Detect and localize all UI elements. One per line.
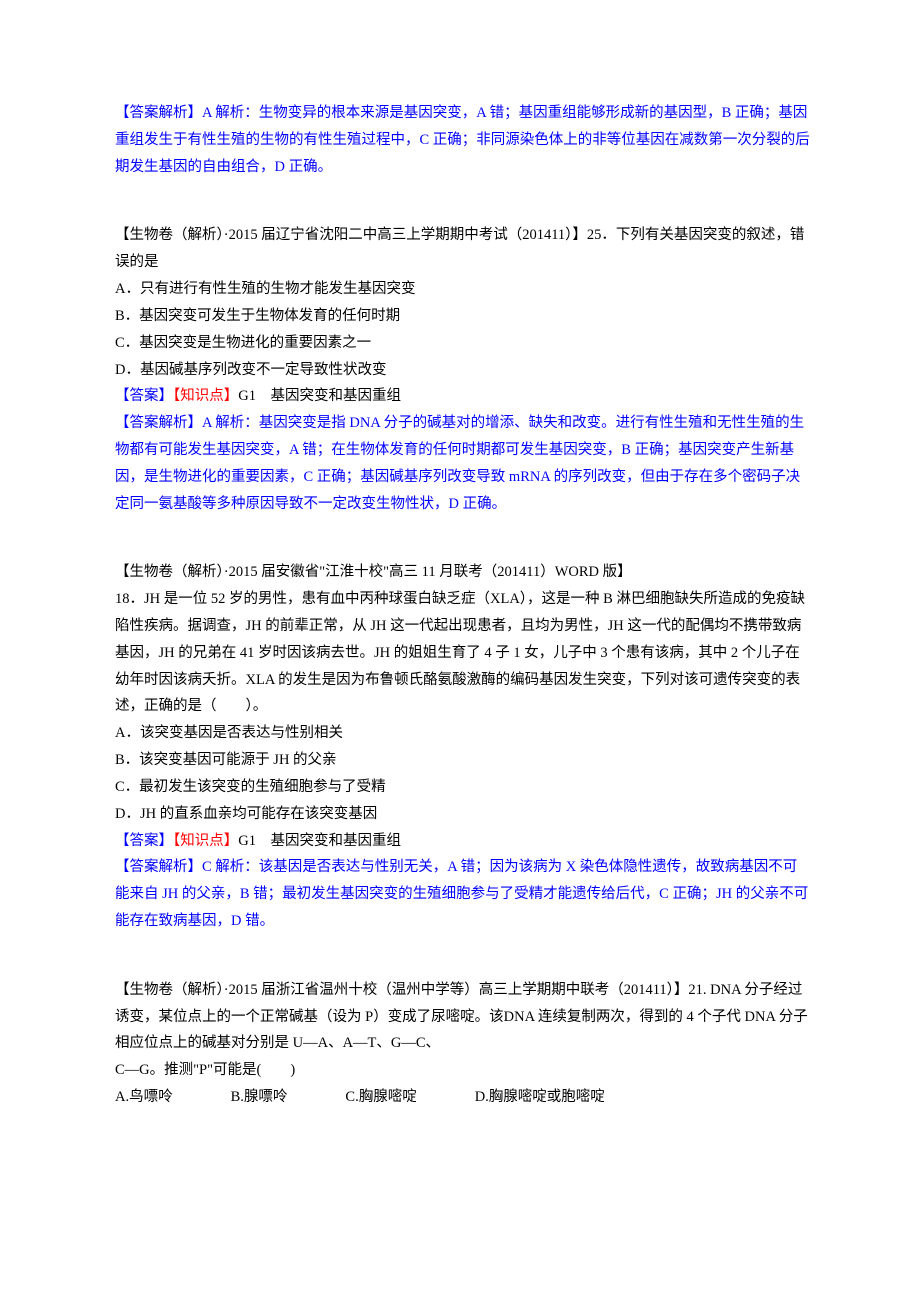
knowledge-text-2: G1 基因突变和基因重组 [238, 388, 401, 404]
question-stem-line2-4: C—G。推测"P"可能是( ) [115, 1057, 810, 1084]
option-a-4: A.鸟嘌呤 [115, 1089, 173, 1105]
answer-knowledge-line-3: 【答案】【知识点】G1 基因突变和基因重组 [115, 828, 810, 855]
options-row-4: A.鸟嘌呤 B.腺嘌呤 C.胸腺嘧啶 D.胸腺嘧啶或胞嘧啶 [115, 1084, 810, 1111]
explain-label-3: 【答案解析】 [115, 859, 202, 875]
answer-label: 【答案解析】 [115, 105, 202, 121]
option-a-3: A．该突变基因是否表达与性别相关 [115, 720, 810, 747]
document-page: 【答案解析】A 解析：生物变异的根本来源是基因突变，A 错；基因重组能够形成新的… [0, 0, 920, 1171]
answer-knowledge-line-2: 【答案】【知识点】G1 基因突变和基因重组 [115, 383, 810, 410]
option-b-2: B．基因突变可发生于生物体发育的任何时期 [115, 303, 810, 330]
explain-text-2: A 解析：基因突变是指 DNA 分子的碱基对的增添、缺失和改变。进行有性生殖和无… [115, 415, 804, 511]
option-c-4: C.胸腺嘧啶 [345, 1089, 416, 1105]
answer-label-2: 【答案】 [115, 388, 173, 404]
explain-label-2: 【答案解析】 [115, 415, 202, 431]
option-d-2: D．基因碱基序列改变不一定导致性状改变 [115, 357, 810, 384]
question-source-4: 【生物卷（解析）·2015 届浙江省温州十校（温州中学等）高三上学期期中联考（2… [115, 977, 810, 1057]
option-c-2: C．基因突变是生物进化的重要因素之一 [115, 330, 810, 357]
option-c-3: C．最初发生该突变的生殖细胞参与了受精 [115, 774, 810, 801]
option-a-2: A．只有进行有性生殖的生物才能发生基因突变 [115, 276, 810, 303]
option-d-4: D.胸腺嘧啶或胞嘧啶 [475, 1089, 605, 1105]
knowledge-label-3: 【知识点】 [173, 833, 238, 849]
answer-analysis-block-1: 【答案解析】A 解析：生物变异的根本来源是基因突变，A 错；基因重组能够形成新的… [115, 100, 810, 180]
answer-analysis-block-2: 【答案解析】A 解析：基因突变是指 DNA 分子的碱基对的增添、缺失和改变。进行… [115, 410, 810, 517]
answer-analysis-block-3: 【答案解析】C 解析：该基因是否表达与性别无关，A 错；因为该病为 X 染色体隐… [115, 854, 810, 934]
option-b-4: B.腺嘌呤 [231, 1089, 288, 1105]
explain-text-3: C 解析：该基因是否表达与性别无关，A 错；因为该病为 X 染色体隐性遗传，故致… [115, 859, 808, 929]
knowledge-label-2: 【知识点】 [173, 388, 238, 404]
question-source-3: 【生物卷（解析）·2015 届安徽省"江淮十校"高三 11 月联考（201411… [115, 559, 810, 586]
question-source-2: 【生物卷（解析）·2015 届辽宁省沈阳二中高三上学期期中考试（201411）】… [115, 222, 810, 276]
answer-label-3: 【答案】 [115, 833, 173, 849]
question-stem-3: 18．JH 是一位 52 岁的男性，患有血中丙种球蛋白缺乏症（XLA），这是一种… [115, 586, 810, 720]
option-d-3: D．JH 的直系血亲均可能存在该突变基因 [115, 801, 810, 828]
knowledge-text-3: G1 基因突变和基因重组 [238, 833, 401, 849]
answer-text: A 解析：生物变异的根本来源是基因突变，A 错；基因重组能够形成新的基因型，B … [115, 105, 810, 175]
option-b-3: B．该突变基因可能源于 JH 的父亲 [115, 747, 810, 774]
